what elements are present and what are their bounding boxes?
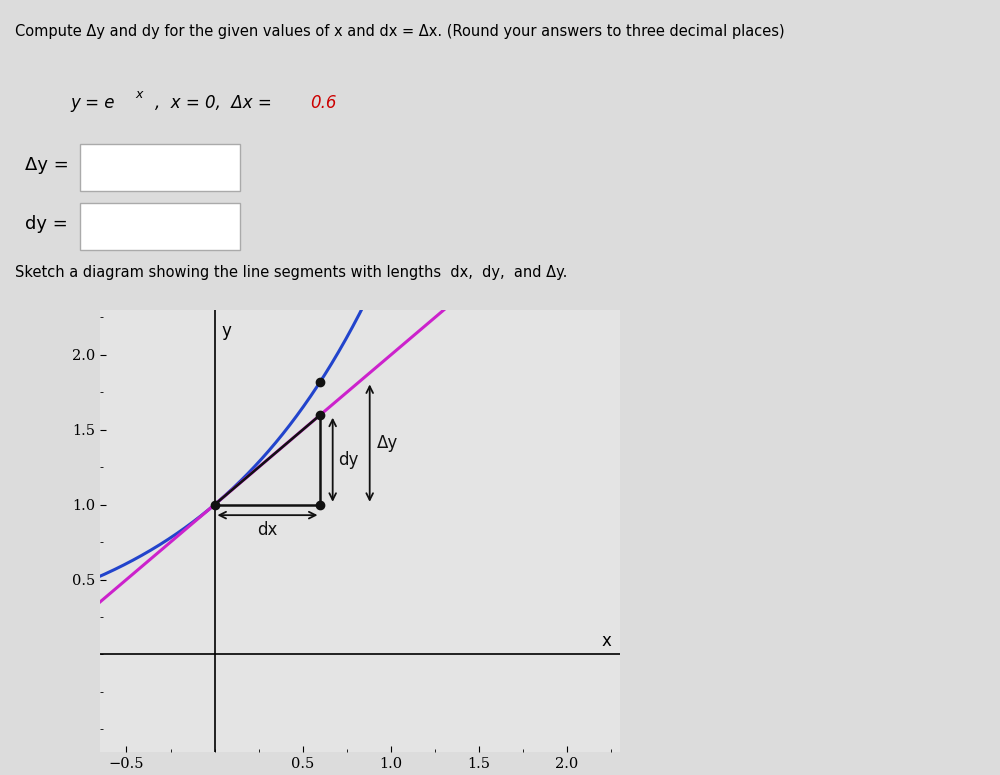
Text: y: y — [222, 322, 232, 340]
Text: Sketch a diagram showing the line segments with lengths  dx,  dy,  and Δy.: Sketch a diagram showing the line segmen… — [15, 265, 567, 280]
FancyBboxPatch shape — [80, 203, 240, 250]
Text: dx: dx — [257, 521, 278, 539]
Text: dy =: dy = — [25, 215, 68, 232]
Text: 0.6: 0.6 — [310, 95, 336, 112]
Text: dy: dy — [338, 451, 358, 469]
Text: Δy =: Δy = — [25, 156, 69, 174]
Text: ,  x = 0,  Δx =: , x = 0, Δx = — [155, 95, 277, 112]
Text: x: x — [601, 632, 611, 650]
Text: Δy: Δy — [377, 434, 398, 452]
Text: Compute Δy and dy for the given values of x and dx = Δx. (Round your answers to : Compute Δy and dy for the given values o… — [15, 23, 785, 39]
FancyBboxPatch shape — [80, 144, 240, 191]
Text: x: x — [135, 88, 142, 102]
Text: y = e: y = e — [70, 95, 114, 112]
